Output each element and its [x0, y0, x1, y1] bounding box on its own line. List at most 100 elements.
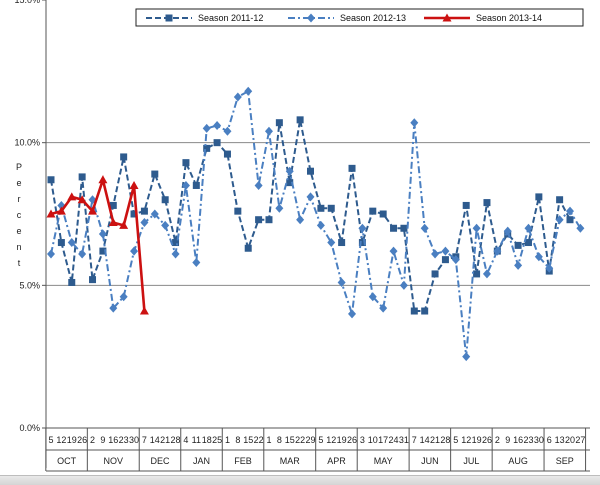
data-point-marker: [130, 246, 139, 256]
data-point-marker: [68, 278, 76, 286]
data-point-marker: [67, 238, 76, 248]
x-tick-label: 21: [430, 435, 440, 445]
data-point-marker: [213, 139, 221, 147]
data-point-marker: [379, 303, 388, 313]
data-point-marker: [202, 123, 211, 133]
data-point-marker: [88, 206, 98, 215]
x-tick-label: 25: [212, 435, 222, 445]
data-point-marker: [150, 209, 159, 219]
x-tick-label: 3: [360, 435, 365, 445]
series-3: [46, 175, 149, 315]
data-point-marker: [108, 218, 118, 227]
data-point-marker: [89, 276, 97, 284]
x-tick-label: 5: [318, 435, 323, 445]
data-point-marker: [265, 216, 273, 224]
y-tick-label: 5.0%: [19, 280, 40, 290]
x-tick-label: 12: [461, 435, 471, 445]
x-tick-label: 18: [202, 435, 212, 445]
x-tick-label: 12: [326, 435, 336, 445]
data-point-marker: [161, 220, 170, 230]
legend-label: Season 2013-14: [476, 13, 542, 23]
data-point-marker: [431, 249, 440, 259]
month-label: AUG: [508, 456, 528, 466]
x-tick-label: 28: [440, 435, 450, 445]
x-tick-label: 27: [575, 435, 585, 445]
data-point-marker: [368, 292, 377, 302]
data-point-marker: [244, 86, 253, 96]
data-point-marker: [473, 270, 481, 278]
y-axis-title-letter: P: [16, 162, 22, 172]
data-point-marker: [555, 215, 564, 225]
data-point-marker: [99, 247, 107, 255]
data-point-marker: [77, 195, 87, 204]
x-tick-label: 19: [337, 435, 347, 445]
data-point-marker: [535, 193, 543, 201]
data-point-marker: [316, 220, 325, 230]
data-point-marker: [462, 201, 470, 209]
data-point-marker: [399, 280, 408, 290]
data-point-marker: [317, 204, 325, 212]
x-tick-label: 23: [119, 435, 129, 445]
x-tick-label: 5: [453, 435, 458, 445]
legend-label: Season 2012-13: [340, 13, 406, 23]
month-label: NOV: [104, 456, 124, 466]
data-point-marker: [307, 167, 314, 175]
x-tick-label: 24: [389, 435, 399, 445]
x-tick-label: 11: [192, 435, 201, 445]
data-point-marker: [244, 244, 252, 252]
data-point-marker: [307, 13, 315, 23]
x-tick-label: 9: [100, 435, 105, 445]
data-point-marker: [233, 92, 242, 102]
data-point-marker: [400, 224, 408, 232]
data-point-marker: [296, 116, 304, 124]
x-tick-label: 7: [412, 435, 417, 445]
x-tick-label: 30: [129, 435, 139, 445]
y-tick-label: 10.0%: [14, 138, 40, 148]
x-tick-label: 15: [285, 435, 295, 445]
x-tick-label: 2: [90, 435, 95, 445]
data-point-marker: [348, 164, 356, 172]
x-tick-label: 28: [171, 435, 181, 445]
x-tick-label: 19: [67, 435, 77, 445]
month-label: OCT: [57, 456, 77, 466]
data-point-marker: [254, 180, 263, 190]
data-point-marker: [514, 260, 523, 270]
x-tick-label: 16: [108, 435, 118, 445]
data-point-marker: [420, 223, 429, 233]
data-point-marker: [524, 239, 532, 247]
x-tick-label: 30: [534, 435, 544, 445]
data-point-marker: [223, 126, 232, 136]
data-point-marker: [431, 270, 439, 278]
data-point-marker: [545, 263, 554, 273]
data-point-marker: [379, 210, 387, 218]
series-line: [50, 175, 146, 312]
data-point-marker: [327, 238, 336, 248]
x-tick-label: 29: [305, 435, 315, 445]
data-point-marker: [285, 166, 294, 176]
legend-box: [135, 8, 584, 27]
data-point-marker: [358, 223, 367, 233]
x-tick-label: 17: [378, 435, 388, 445]
x-tick-label: 6: [547, 435, 552, 445]
y-axis-title-letter: e: [16, 178, 21, 188]
y-tick-label: 15.0%: [14, 0, 40, 5]
data-point-marker: [165, 14, 173, 22]
data-point-marker: [286, 179, 294, 187]
x-tick-label: 8: [235, 435, 240, 445]
x-tick-label: 9: [505, 435, 510, 445]
x-tick-label: 21: [160, 435, 170, 445]
data-point-marker: [482, 269, 491, 279]
data-point-marker: [441, 256, 449, 264]
data-point-marker: [161, 196, 169, 204]
y-axis-title-letter: e: [16, 226, 21, 236]
data-point-marker: [296, 215, 305, 225]
x-tick-label: 1: [225, 435, 230, 445]
data-point-marker: [337, 277, 346, 287]
data-point-marker: [151, 170, 159, 178]
x-tick-label: 5: [48, 435, 53, 445]
x-tick-label: 16: [513, 435, 523, 445]
data-point-marker: [441, 246, 450, 256]
x-tick-label: 1: [266, 435, 271, 445]
